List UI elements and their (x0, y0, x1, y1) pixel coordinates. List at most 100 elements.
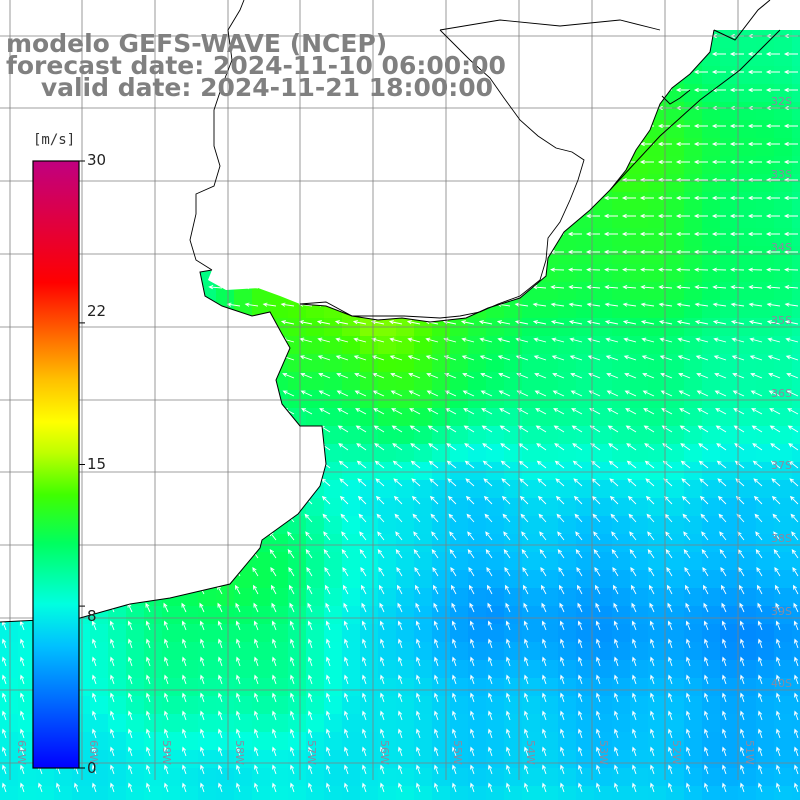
wind-speed-cell (252, 624, 270, 642)
wind-speed-cell (594, 606, 612, 624)
wind-speed-cell (684, 192, 702, 210)
wind-arrow (657, 213, 672, 219)
wind-arrow (289, 620, 295, 631)
wind-arrow (626, 443, 637, 451)
wind-speed-cell (306, 534, 324, 552)
wind-arrow (470, 782, 475, 793)
wind-arrow (572, 443, 583, 451)
wind-arrow (592, 513, 601, 523)
wind-speed-cell (342, 714, 360, 732)
wind-arrow (236, 746, 241, 757)
wind-speed-cell (342, 786, 360, 800)
wind-arrow (675, 213, 690, 219)
wind-arrow (380, 782, 385, 793)
wind-arrow (722, 656, 727, 667)
wind-speed-cell (684, 696, 702, 714)
wind-speed-cell (450, 624, 468, 642)
wind-speed-cell (270, 678, 288, 696)
wind-arrow (444, 372, 457, 379)
wind-speed-cell (126, 660, 144, 678)
wind-speed-cell (648, 552, 666, 570)
wind-speed-cell (792, 570, 800, 588)
wind-arrow (765, 123, 780, 129)
wind-speed-cell (450, 696, 468, 714)
wind-speed-cell (576, 390, 594, 408)
wind-speed-cell (396, 624, 414, 642)
wind-speed-cell (738, 642, 756, 660)
wind-arrow (609, 495, 619, 505)
wind-speed-cell (720, 642, 738, 660)
wind-arrow (463, 425, 475, 433)
wind-speed-cell (180, 786, 198, 800)
wind-speed-cell (360, 462, 378, 480)
wind-arrow (326, 746, 331, 757)
latitude-label: 33S (771, 168, 792, 181)
wind-arrow (729, 123, 744, 129)
wind-arrow (461, 355, 475, 361)
wind-arrow (586, 267, 601, 272)
wind-arrow (411, 495, 421, 505)
wind-speed-cell (486, 408, 504, 426)
wind-arrow (182, 782, 187, 793)
wind-arrow (729, 249, 744, 255)
wind-arrow (591, 495, 601, 505)
wind-speed-cell (288, 606, 306, 624)
wind-speed-cell (756, 120, 774, 138)
wind-arrow (686, 710, 691, 721)
wind-arrow (767, 355, 781, 361)
wind-arrow (344, 746, 349, 757)
wind-arrow (434, 782, 439, 793)
longitude-label: 57W (305, 740, 318, 765)
wind-arrow (128, 674, 133, 685)
wind-speed-cell (18, 678, 36, 696)
wind-speed-cell (216, 660, 234, 678)
wind-arrow (551, 355, 565, 361)
wind-speed-cell (486, 336, 504, 354)
wind-speed-cell (756, 210, 774, 228)
wind-speed-cell (396, 678, 414, 696)
wind-speed-cell (612, 246, 630, 264)
wind-speed-cell (360, 678, 378, 696)
wind-arrow (236, 764, 241, 775)
wind-arrow (769, 425, 781, 433)
wind-arrow (164, 764, 169, 775)
wind-arrow (433, 602, 439, 613)
wind-speed-cell (360, 426, 378, 444)
wind-arrow (765, 213, 780, 219)
wind-speed-cell (684, 372, 702, 390)
wind-arrow (537, 478, 547, 487)
wind-speed-cell (324, 750, 342, 768)
wind-speed-cell (324, 552, 342, 570)
wind-speed-cell (450, 444, 468, 462)
wind-speed-cell (558, 588, 576, 606)
forecast-date: forecast date: 2024-11-10 06:00:00 (6, 51, 506, 80)
wind-arrow (613, 602, 619, 613)
wind-speed-cell (612, 462, 630, 480)
wind-arrow (2, 710, 7, 721)
wind-arrow (775, 602, 781, 613)
wind-speed-cell (666, 606, 684, 624)
wind-speed-cell (198, 714, 216, 732)
wind-arrow (340, 513, 349, 523)
wind-speed-cell (270, 696, 288, 714)
wind-speed-cell (54, 768, 72, 786)
wind-speed-cell (576, 426, 594, 444)
wind-arrow (470, 710, 475, 721)
wind-arrow (409, 425, 421, 433)
wind-speed-cell (198, 768, 216, 786)
wind-arrow (717, 495, 727, 505)
wind-arrow (373, 425, 385, 433)
wind-speed-cell (324, 588, 342, 606)
wind-arrow (308, 782, 313, 793)
wind-arrow (729, 159, 744, 165)
wind-arrow (128, 746, 133, 757)
wind-speed-cell (468, 714, 486, 732)
wind-speed-cell (468, 660, 486, 678)
wind-arrow (675, 159, 690, 165)
wind-speed-cell (612, 354, 630, 372)
wind-arrow (542, 764, 547, 775)
wind-speed-cell (0, 642, 18, 660)
wind-speed-cell (594, 282, 612, 300)
wind-speed-cell (630, 228, 648, 246)
wind-arrow (470, 638, 475, 649)
